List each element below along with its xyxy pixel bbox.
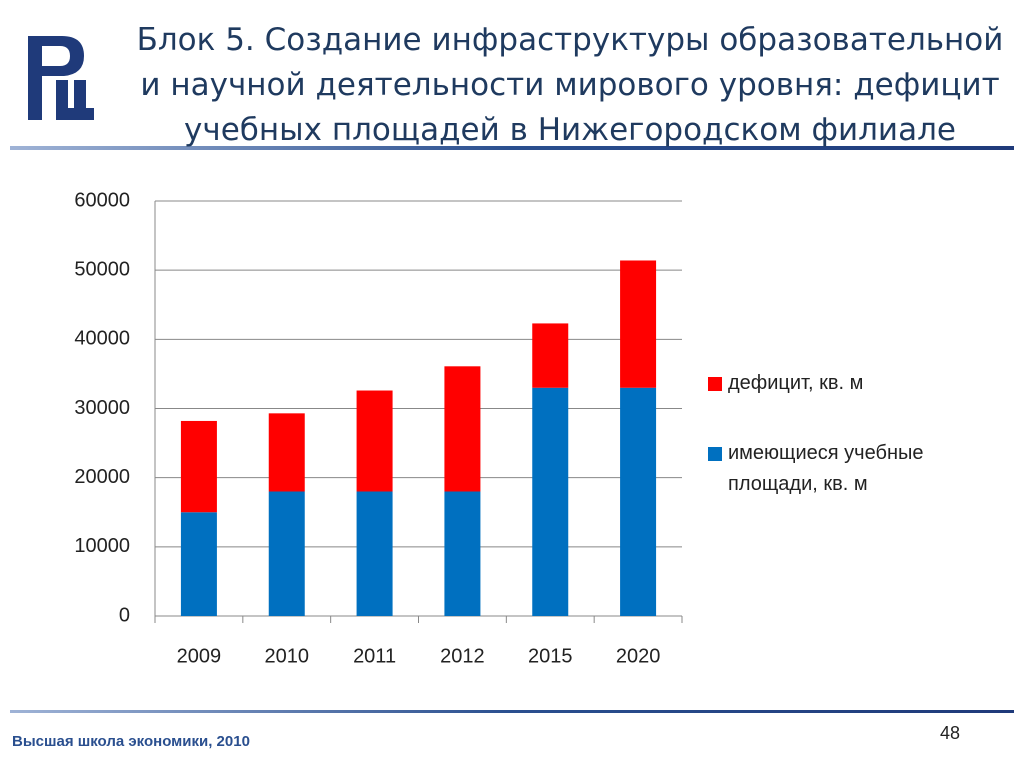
bar-segment <box>532 387 569 616</box>
bar-segment <box>444 366 481 492</box>
y-tick-label: 10000 <box>74 535 130 557</box>
x-tick-label: 2011 <box>353 645 396 667</box>
page-number: 48 <box>940 723 961 743</box>
logo <box>28 36 94 120</box>
bar-segment <box>620 387 657 616</box>
y-tick-label: 50000 <box>74 258 130 280</box>
y-tick-label: 40000 <box>74 328 130 350</box>
x-tick-label: 2020 <box>616 645 661 667</box>
bar-segment <box>620 260 657 388</box>
legend-label: дефицит, кв. м <box>728 372 864 394</box>
x-tick-label: 2009 <box>177 645 222 667</box>
bar-segment <box>180 420 217 513</box>
bar-segment <box>268 491 305 616</box>
x-tick-label: 2015 <box>528 645 573 667</box>
legend-swatch <box>708 377 722 391</box>
bar-segment <box>532 323 569 388</box>
footer-text: Высшая школа экономики, 2010 <box>12 733 250 750</box>
y-tick-label: 30000 <box>74 397 130 419</box>
bar-segment <box>356 491 393 616</box>
bar-segment <box>356 390 393 492</box>
y-tick-label: 60000 <box>74 189 130 211</box>
y-tick-label: 20000 <box>74 466 130 488</box>
footer-rule <box>10 710 1014 713</box>
bar-segment <box>268 413 305 492</box>
header-rule <box>10 146 1014 150</box>
x-tick-label: 2010 <box>265 645 310 667</box>
legend-label: имеющиеся учебные площади, кв. м <box>728 442 924 495</box>
legend-swatch <box>708 447 722 461</box>
bar-segment <box>180 512 217 616</box>
slide-title: Блок 5. Создание инфраструктуры образова… <box>136 22 1004 148</box>
bar-segment <box>444 491 481 616</box>
x-tick-label: 2012 <box>440 645 485 667</box>
y-tick-label: 0 <box>119 604 130 626</box>
